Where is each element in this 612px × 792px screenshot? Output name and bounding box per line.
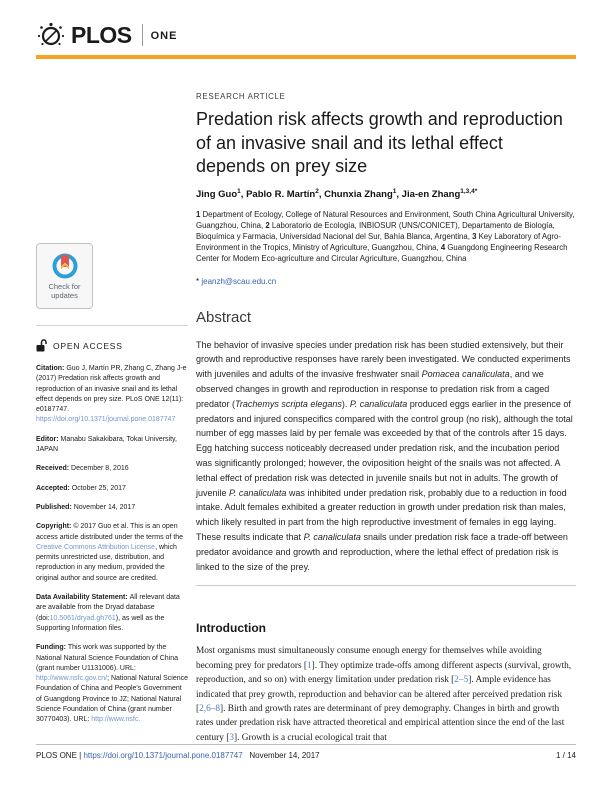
citation-block: Citation: Guo J, Martín PR, Zhang C, Zha… — [36, 365, 187, 424]
species-name: P. canaliculata — [229, 487, 287, 498]
author-name: Jia-en Zhang — [401, 188, 461, 200]
open-lock-icon — [36, 339, 47, 352]
check-for-updates-badge[interactable]: Check for updates — [36, 243, 93, 309]
abstract-heading: Abstract — [196, 308, 252, 326]
email-link[interactable]: jeanzh@scau.edu.cn — [201, 276, 277, 286]
plos-logo-icon — [37, 22, 65, 46]
species-name: Trachemys scripta elegans — [235, 398, 342, 409]
footer-date: November 14, 2017 — [249, 751, 320, 760]
editor-block: Editor: Manabu Sakakibara, Tokai Univers… — [36, 435, 177, 454]
accepted-label: Accepted: — [36, 484, 72, 492]
corresponding-email: * jeanzh@scau.edu.cn — [196, 276, 277, 286]
open-access-label: OPEN ACCESS — [53, 340, 123, 351]
introduction-text: Most organisms must simultaneously consu… — [196, 646, 572, 743]
logo-separator — [141, 24, 143, 46]
crossmark-icon — [52, 253, 77, 278]
logo-one-text: ONE — [150, 30, 178, 42]
nsfc-link[interactable]: http://www.nsfc.gov.cn/ — [36, 675, 108, 683]
plos-one-logo: PLOS ONE — [36, 18, 576, 52]
introduction-heading: Introduction — [196, 621, 266, 636]
logo-plos-text: PLOS — [71, 21, 132, 48]
received-block: Received: December 8, 2016 — [36, 465, 129, 473]
data-availability-block: Data Availability Statement: All relevan… — [36, 594, 180, 632]
reference-link[interactable]: 2,6–8 — [199, 704, 221, 715]
received-label: Received: — [36, 465, 72, 473]
journal-header: PLOS ONE — [36, 18, 576, 59]
dryad-doi-link[interactable]: 10.5061/dryad.gh761 — [49, 614, 116, 622]
affiliations: 1 Department of Ecology, College of Natu… — [196, 209, 575, 263]
reference-link[interactable]: 2–5 — [454, 675, 469, 686]
citation-doi-link[interactable]: https://doi.org/10.1371/journal.pone.018… — [36, 416, 176, 424]
sidebar-divider — [36, 325, 188, 326]
author-name: Pablo R. Martín — [246, 188, 316, 200]
article-metadata-sidebar: Check for updates OPEN ACCESS Citation: … — [36, 243, 188, 735]
author-name: Jing Guo — [196, 188, 238, 200]
article-title: Predation risk affects growth and reprod… — [196, 109, 563, 176]
author-list: Jing Guo1, Pablo R. Martín2, Chunxia Zha… — [196, 187, 478, 200]
reference-link[interactable]: 3 — [229, 732, 234, 743]
species-name: Pomacea canaliculata — [421, 369, 510, 380]
article-type-kicker: RESEARCH ARTICLE — [196, 92, 286, 101]
copyright-block: Copyright: © 2017 Guo et al. This is an … — [36, 523, 184, 582]
species-name: P. canaliculata — [349, 398, 408, 409]
citation-label: Citation: — [36, 365, 67, 372]
funding-block: Funding: This work was supported by the … — [36, 644, 189, 724]
author-name: Chunxia Zhang — [324, 188, 393, 200]
header-accent-bar — [36, 55, 576, 59]
data-availability-label: Data Availability Statement: — [36, 594, 130, 602]
accepted-block: Accepted: October 25, 2017 — [36, 484, 126, 492]
abstract-text: The behavior of invasive species under p… — [196, 339, 573, 572]
nsfc-link-2[interactable]: http://www.nsfc. — [91, 716, 141, 724]
open-access-row: OPEN ACCESS — [36, 339, 188, 352]
corresponding-author-star: * — [474, 187, 478, 195]
page-footer: PLOS ONE | https://doi.org/10.1371/journ… — [36, 744, 576, 760]
species-name: P. canaliculata — [303, 532, 361, 543]
editor-label: Editor: — [36, 435, 61, 443]
footer-journal-name: PLOS ONE | — [36, 751, 84, 760]
page-number: 1 / 14 — [555, 751, 576, 760]
footer-citation: PLOS ONE | https://doi.org/10.1371/journ… — [36, 751, 320, 760]
copyright-label: Copyright: — [36, 523, 74, 531]
article-main-column: RESEARCH ARTICLE Predation risk affects … — [196, 92, 576, 745]
published-label: Published: — [36, 503, 74, 511]
footer-divider — [36, 744, 576, 745]
funding-label: Funding: — [36, 644, 68, 652]
published-block: Published: November 14, 2017 — [36, 503, 136, 511]
section-divider — [196, 585, 576, 587]
check-for-updates-label: Check for updates — [48, 281, 81, 300]
footer-doi-link[interactable]: https://doi.org/10.1371/journal.pone.018… — [83, 751, 243, 760]
reference-link[interactable]: 1 — [307, 660, 312, 671]
cc-license-link[interactable]: Creative Commons Attribution License — [36, 543, 156, 551]
